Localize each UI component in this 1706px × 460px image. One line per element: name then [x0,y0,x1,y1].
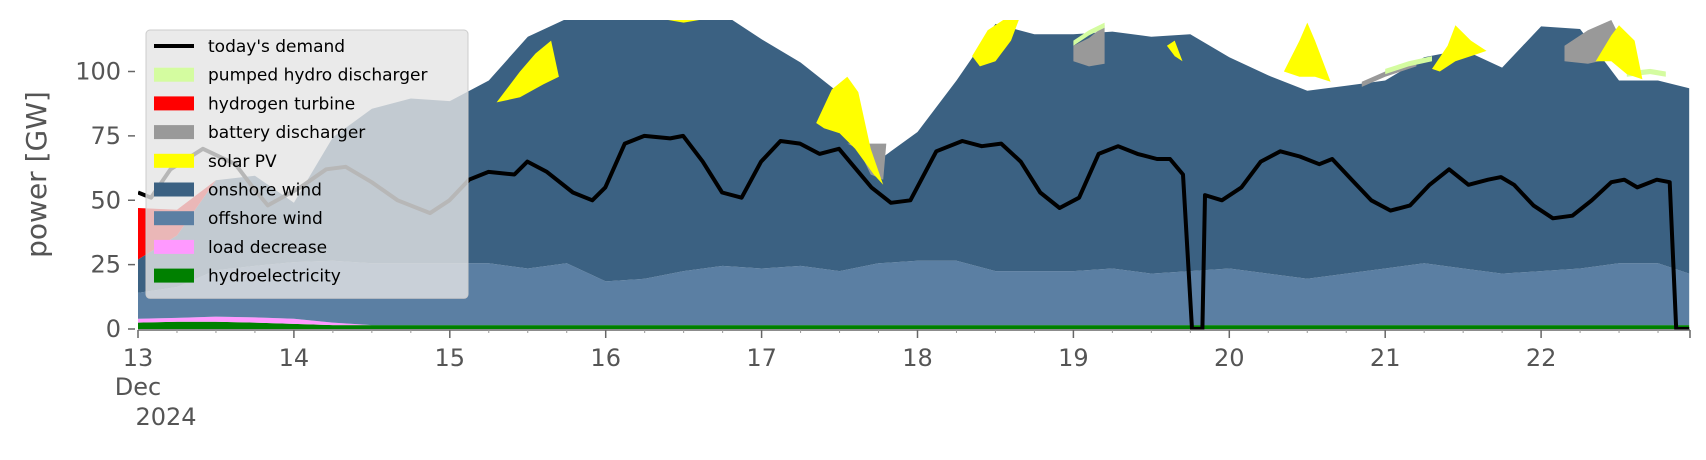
legend-label-today-s-demand: today's demand [208,37,345,57]
legend-label-load-decrease: load decrease [208,238,327,258]
x-tick-label: 18 [902,344,933,372]
legend-label-solar-pv: solar PV [208,152,277,172]
legend-swatch-battery-discharger [154,125,194,140]
x-tick-label: 22 [1526,344,1557,372]
plot-clip-group [138,20,1690,330]
area-pumped-hydro-discharger [1385,56,1432,75]
area-solar-pv [1595,25,1643,80]
x-axis-year-label: 2024 [135,403,196,431]
area-solar-pv [1432,25,1487,72]
x-tick-label: 17 [746,344,777,372]
legend-swatch-load-decrease [154,239,194,254]
area-battery-discharger [1073,25,1105,67]
y-tick-label: 25 [90,251,121,279]
x-tick-label: 14 [279,344,310,372]
legend-swatch-offshore-wind [154,211,194,226]
area-offshore-wind [138,260,1690,326]
legend-swatch-hydroelectricity [154,268,194,283]
legend-label-offshore-wind: offshore wind [208,209,323,229]
y-tick-label: 100 [75,58,121,86]
area-solar-pv [972,20,1019,67]
x-tick-label: 20 [1214,344,1245,372]
plot-area [138,20,1690,330]
legend-label-battery-discharger: battery discharger [208,123,365,143]
x-tick-label: 15 [435,344,466,372]
area-solar-pv [1283,22,1331,82]
legend-label-pumped-hydro-discharger: pumped hydro discharger [208,66,427,86]
area-solar-pv [1166,40,1183,62]
area-pumped-hydro-discharger [1073,22,1105,46]
area-solar-pv [668,20,700,23]
legend-box [145,29,469,299]
x-tick-label: 21 [1370,344,1401,372]
legend-swatch-hydrogen-turbine [154,96,194,111]
area-solar-pv [496,40,559,103]
legend-swatch-pumped-hydro-discharger [154,67,194,82]
x-tick-label: 16 [590,344,621,372]
x-axis-month-label: Dec [115,373,161,401]
area-solar-pv [816,76,884,185]
axes: power [GW] Dec 2024 0 25 50 75 100 13 14 15 16 17… [20,58,1691,431]
legend: today's demand pumped hydro discharger hyd… [145,29,469,299]
y-tick-label: 50 [90,186,121,214]
x-tick-label: 13 [123,344,154,372]
legend-swatch-solar-pv [154,153,194,168]
y-tick-label: 75 [90,122,121,150]
x-tick-label: 19 [1058,344,1089,372]
legend-swatch-onshore-wind [154,182,194,197]
legend-label-hydroelectricity: hydroelectricity [208,267,341,287]
legend-label-onshore-wind: onshore wind [208,181,322,201]
legend-label-hydrogen-turbine: hydrogen turbine [208,94,355,114]
y-tick-label: 0 [106,315,121,343]
y-axis-label: power [GW] [20,91,53,258]
area-hydroelectricity [138,321,1690,329]
